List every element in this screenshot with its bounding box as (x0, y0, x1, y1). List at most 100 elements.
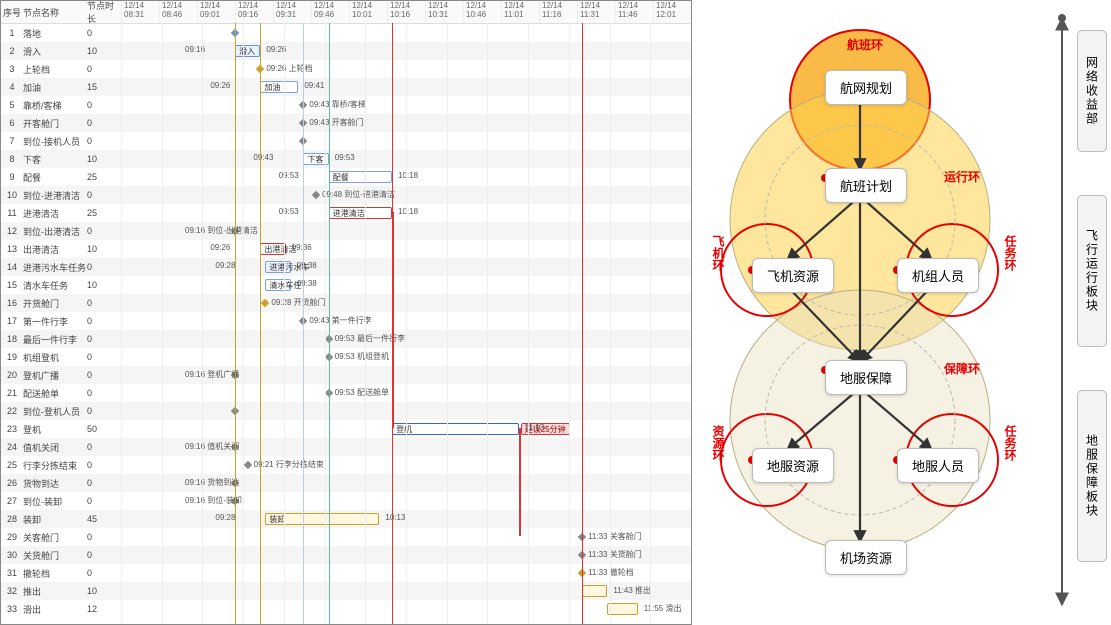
row-idx: 33 (1, 604, 23, 614)
bar-label-right: 11:43 推出 (613, 585, 651, 596)
bar-label-left: 09:16 登机广播 (185, 369, 239, 380)
gantt-bar[interactable]: 登机 (392, 423, 519, 435)
row-idx: 7 (1, 136, 23, 146)
flow-node[interactable]: 地服保障 (825, 360, 907, 395)
bar-label-right: 09:53 (335, 153, 355, 162)
row-dur: 0 (87, 316, 121, 326)
row-name: 下客 (23, 153, 87, 166)
row-name: 进港清洁 (23, 207, 87, 220)
row-dur: 10 (87, 46, 121, 56)
row-idx: 16 (1, 298, 23, 308)
gantt-bar[interactable]: 进港污水车 (265, 261, 290, 273)
table-row[interactable]: 17第一件行李0 (1, 312, 121, 330)
flow-node[interactable]: 机场资源 (825, 540, 907, 575)
arrow-cap (1058, 14, 1066, 22)
row-idx: 15 (1, 280, 23, 290)
table-row[interactable]: 21配送舱单0 (1, 384, 121, 402)
row-dur: 0 (87, 118, 121, 128)
flow-node[interactable]: 航班计划 (825, 168, 907, 203)
row-name: 货物到达 (23, 477, 87, 490)
row-name: 到位-接机人员 (23, 135, 87, 148)
critical-path (392, 212, 394, 428)
table-row[interactable]: 14进港污水车任务0 (1, 258, 121, 276)
table-row[interactable]: 9配餐25 (1, 168, 121, 186)
table-row[interactable]: 12到位-出港清洁0 (1, 222, 121, 240)
row-name: 最后一件行李 (23, 333, 87, 346)
gantt-bar[interactable]: 装卸 (265, 513, 379, 525)
row-idx: 28 (1, 514, 23, 524)
gantt-bar[interactable]: 配餐 (329, 171, 392, 183)
row-dur: 50 (87, 424, 121, 434)
row-idx: 3 (1, 64, 23, 74)
row-dur: 45 (87, 514, 121, 524)
table-row[interactable]: 28装卸45 (1, 510, 121, 528)
milestone[interactable] (243, 461, 251, 469)
gantt-bar[interactable]: 加油 (260, 81, 298, 93)
table-row[interactable]: 20登机广播0 (1, 366, 121, 384)
bar-label-right: 09:41 (304, 81, 324, 90)
flow-node[interactable]: 地服资源 (752, 448, 834, 483)
table-row[interactable]: 27到位-装卸0 (1, 492, 121, 510)
table-row[interactable]: 6开客舱门0 (1, 114, 121, 132)
row-name: 到位-进港清洁 (23, 189, 87, 202)
table-row[interactable]: 33滑出12 (1, 600, 121, 618)
table-row[interactable]: 15清水车任务10 (1, 276, 121, 294)
table-row[interactable]: 1落地0 (1, 24, 121, 42)
bar-label-right: 09:21 行李分拣结束 (254, 459, 324, 470)
gridline (528, 23, 529, 624)
table-row[interactable]: 16开货舱门0 (1, 294, 121, 312)
gantt-time-header: 12/14 08:3112/14 08:4612/14 09:0112/14 0… (121, 1, 691, 24)
flow-node[interactable]: 飞机资源 (752, 258, 834, 293)
row-dur: 0 (87, 100, 121, 110)
table-row[interactable]: 13出港清洁10 (1, 240, 121, 258)
table-row[interactable]: 8下客10 (1, 150, 121, 168)
table-row[interactable]: 4加油15 (1, 78, 121, 96)
table-row[interactable]: 32推出10 (1, 582, 121, 600)
row-idx: 29 (1, 532, 23, 542)
row-dur: 10 (87, 244, 121, 254)
row-idx: 30 (1, 550, 23, 560)
flow-node[interactable]: 地服人员 (897, 448, 979, 483)
table-row[interactable]: 31撤轮档0 (1, 564, 121, 582)
table-row[interactable]: 26货物到达0 (1, 474, 121, 492)
table-row[interactable]: 7到位-接机人员0 (1, 132, 121, 150)
gantt-bar[interactable]: 出港清洁 (260, 243, 285, 255)
row-dur: 0 (87, 28, 121, 38)
row-dur: 0 (87, 460, 121, 470)
gantt-bar[interactable] (582, 585, 607, 597)
bar-label-right: 10:18 (398, 207, 418, 216)
table-row[interactable]: 25行李分拣结束0 (1, 456, 121, 474)
table-row[interactable]: 5靠桥/客梯0 (1, 96, 121, 114)
gantt-bar[interactable]: 进港清洁 (329, 207, 392, 219)
gantt-bar[interactable] (607, 603, 637, 615)
gridline (162, 23, 163, 624)
table-row[interactable]: 2滑入10 (1, 42, 121, 60)
table-row[interactable]: 11进港清洁25 (1, 204, 121, 222)
bar-label-right: 10:13 (385, 513, 405, 522)
time-col: 12/14 09:31 (273, 1, 311, 23)
table-row[interactable]: 24值机关闭0 (1, 438, 121, 456)
row-idx: 18 (1, 334, 23, 344)
table-row[interactable]: 29关客舱门0 (1, 528, 121, 546)
row-name: 撤轮档 (23, 567, 87, 580)
table-row[interactable]: 22到位-登机人员0 (1, 402, 121, 420)
table-row[interactable]: 23登机50 (1, 420, 121, 438)
row-dur: 0 (87, 496, 121, 506)
time-col: 12/14 11:31 (577, 1, 615, 23)
table-row[interactable]: 19机组登机0 (1, 348, 121, 366)
row-name: 落地 (23, 27, 87, 40)
row-idx: 27 (1, 496, 23, 506)
table-row[interactable]: 18最后一件行李0 (1, 330, 121, 348)
row-idx: 10 (1, 190, 23, 200)
row-idx: 21 (1, 388, 23, 398)
flow-node[interactable]: 机组人员 (897, 258, 979, 293)
table-row[interactable]: 10到位-进港清洁0 (1, 186, 121, 204)
table-row[interactable]: 30关货舱门0 (1, 546, 121, 564)
flow-node[interactable]: 航网规划 (825, 70, 907, 105)
gantt-bar[interactable]: 滑入 (235, 45, 260, 57)
table-row[interactable]: 3上轮档0 (1, 60, 121, 78)
gantt-bar[interactable]: 清水车任 (265, 279, 290, 291)
row-name: 滑入 (23, 45, 87, 58)
milestone[interactable] (312, 191, 320, 199)
milestone[interactable] (261, 299, 269, 307)
